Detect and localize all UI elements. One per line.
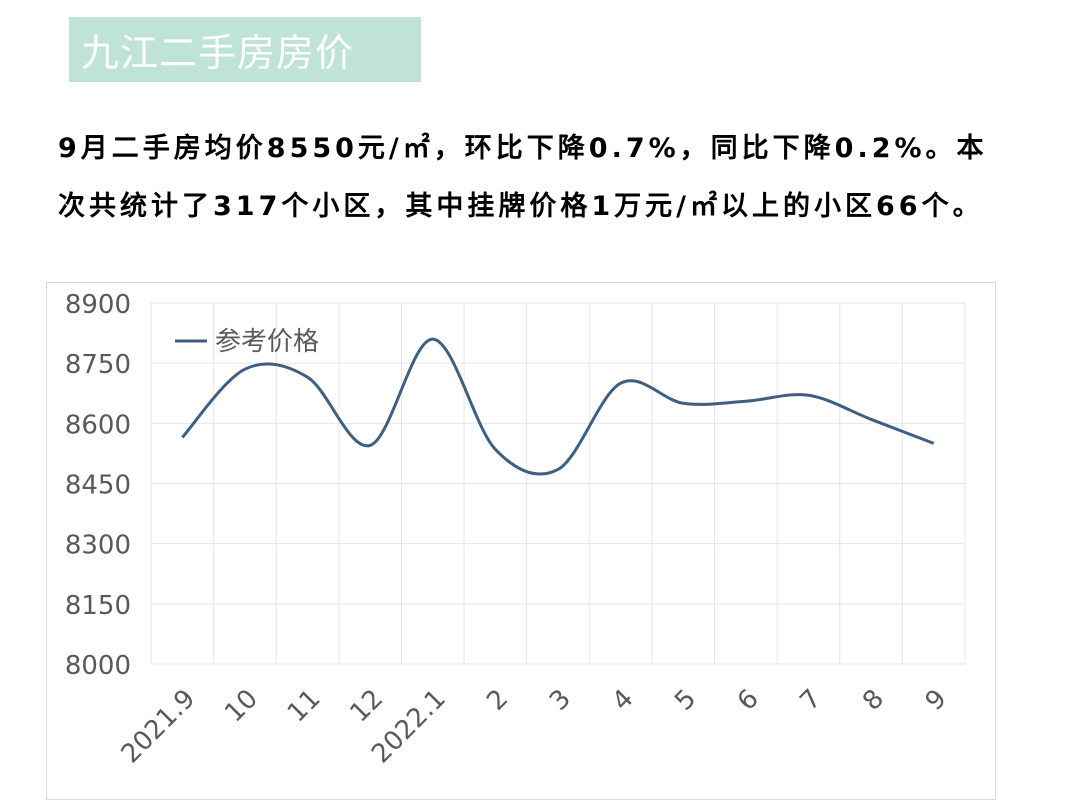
y-tick-label: 8300 [65,531,131,561]
x-tick-label: 3 [544,684,577,717]
y-tick-label: 8900 [65,290,131,320]
x-tick-label: 12 [344,684,389,729]
page-title: 九江二手房房价 [81,31,355,75]
y-tick-label: 8450 [65,471,131,501]
y-tick-label: 8600 [65,410,131,440]
x-tick-label: 8 [857,684,890,717]
y-tick-label: 8750 [65,350,131,380]
chart-frame: 8000 8150 8300 8450 8600 8750 8900 2021.9 10 11 12… [46,282,996,800]
y-tick-label: 8000 [65,651,131,681]
series-line-参考价格 [181,337,935,476]
x-tick-label: 6 [732,684,765,717]
x-tick-label: 9 [920,684,953,717]
x-tick-label: 2021.9 [116,684,202,770]
x-tick-label: 7 [794,684,827,717]
x-tick-label: 10 [219,684,264,729]
summary-text: 9月二手房均价8550元/㎡，环比下降0.7%，同比下降0.2%。本次共统计了3… [58,133,988,222]
x-tick-label: 2 [481,684,514,717]
title-badge: 九江二手房房价 [69,17,421,82]
y-tick-label: 8150 [65,591,131,621]
line-chart: 8000 8150 8300 8450 8600 8750 8900 2021.9 10 11 12… [65,290,966,770]
x-tick-label: 4 [607,684,640,717]
x-tick-label: 11 [282,684,327,729]
legend-label: 参考价格 [215,327,319,357]
x-tick-label: 5 [669,684,702,717]
